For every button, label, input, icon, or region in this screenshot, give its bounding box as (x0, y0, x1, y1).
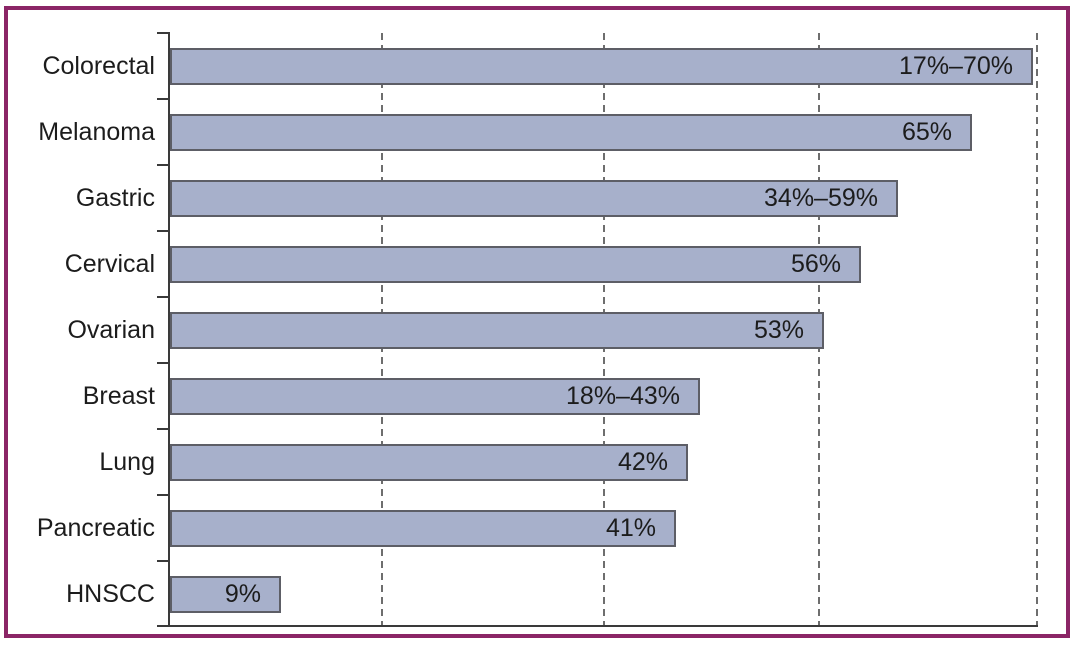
category-label: Cervical (64, 250, 155, 278)
bar-value-label: 56% (790, 250, 841, 278)
bar-value-label: 17%–70% (899, 52, 1013, 80)
bar: 9% (170, 576, 281, 613)
bar: 42% (170, 444, 688, 481)
y-axis-tick (157, 362, 170, 364)
bar: 34%–59% (170, 180, 898, 217)
category-label: Lung (99, 448, 155, 476)
bar: 41% (170, 510, 676, 547)
category-label: Gastric (75, 184, 155, 212)
y-axis-tick (157, 560, 170, 562)
category-label: Colorectal (42, 52, 155, 80)
bar-value-label: 65% (901, 118, 952, 146)
category-label: Breast (82, 382, 155, 410)
category-label: Ovarian (67, 316, 155, 344)
bar: 18%–43% (170, 378, 700, 415)
gridline (1036, 33, 1038, 625)
y-axis-tick (157, 230, 170, 232)
bar-value-label: 34%–59% (764, 184, 878, 212)
bar: 65% (170, 114, 972, 151)
x-axis-line (157, 625, 1038, 627)
category-label: Pancreatic (36, 514, 155, 542)
bar: 53% (170, 312, 824, 349)
bar-value-label: 18%–43% (566, 382, 680, 410)
category-label: HNSCC (66, 580, 155, 608)
bar: 56% (170, 246, 861, 283)
bar-value-label: 9% (224, 580, 261, 608)
y-axis-tick (157, 296, 170, 298)
bar: 17%–70% (170, 48, 1033, 85)
bar-value-label: 42% (617, 448, 668, 476)
y-axis-tick (157, 164, 170, 166)
y-axis-tick (157, 32, 170, 34)
y-axis-tick (157, 494, 170, 496)
category-label: Melanoma (38, 118, 155, 146)
bar-value-label: 53% (753, 316, 804, 344)
y-axis-tick (157, 98, 170, 100)
y-axis-line (168, 33, 170, 627)
y-axis-tick (157, 428, 170, 430)
bar-value-label: 41% (605, 514, 656, 542)
